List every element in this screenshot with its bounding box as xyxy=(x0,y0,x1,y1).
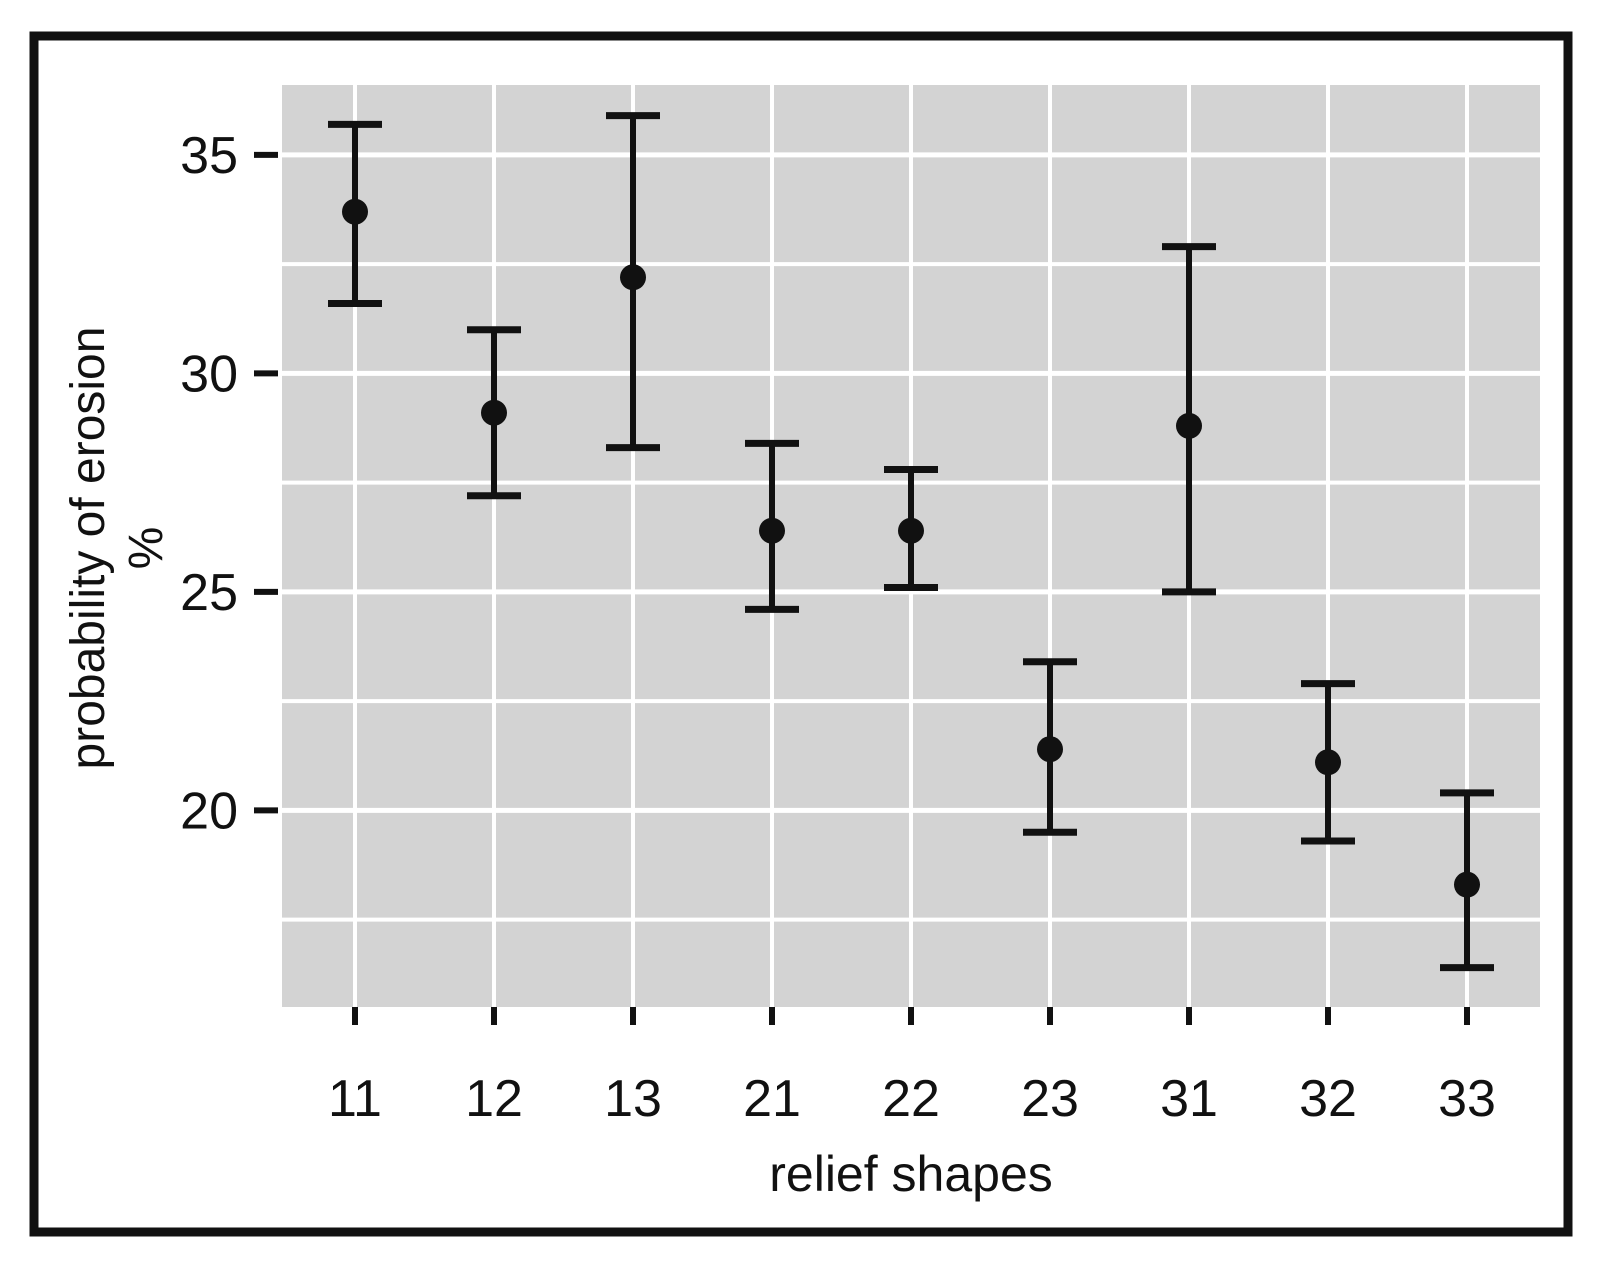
data-point xyxy=(1454,871,1480,898)
data-point xyxy=(481,399,507,426)
x-axis-title: relief shapes xyxy=(769,1146,1053,1202)
data-point xyxy=(1037,736,1063,763)
x-tick-label: 33 xyxy=(1438,1070,1496,1128)
data-point xyxy=(759,517,785,544)
figure-border xyxy=(29,31,1573,1237)
data-point xyxy=(620,264,646,291)
y-axis-title-text: probability of erosion xyxy=(62,326,115,770)
data-point xyxy=(898,517,924,544)
x-tick-label: 11 xyxy=(328,1070,382,1128)
y-tick-label: 35 xyxy=(180,127,238,185)
x-tick-label: 12 xyxy=(465,1070,523,1128)
data-point xyxy=(1176,412,1202,439)
x-tick-label: 31 xyxy=(1160,1070,1218,1128)
y-tick-label: 20 xyxy=(180,782,238,840)
x-tick-label: 21 xyxy=(743,1070,801,1128)
y-axis-percent-sign: % xyxy=(120,526,173,570)
y-tick-label: 25 xyxy=(180,564,238,622)
data-point xyxy=(1315,749,1341,776)
x-tick-label: 32 xyxy=(1299,1070,1357,1128)
x-tick-label: 23 xyxy=(1021,1070,1079,1128)
y-axis-title: probability of erosion % xyxy=(60,168,180,928)
data-point xyxy=(342,198,368,225)
y-tick-label: 30 xyxy=(180,345,238,403)
x-tick-label: 13 xyxy=(604,1070,662,1128)
x-tick-label: 22 xyxy=(882,1070,940,1128)
